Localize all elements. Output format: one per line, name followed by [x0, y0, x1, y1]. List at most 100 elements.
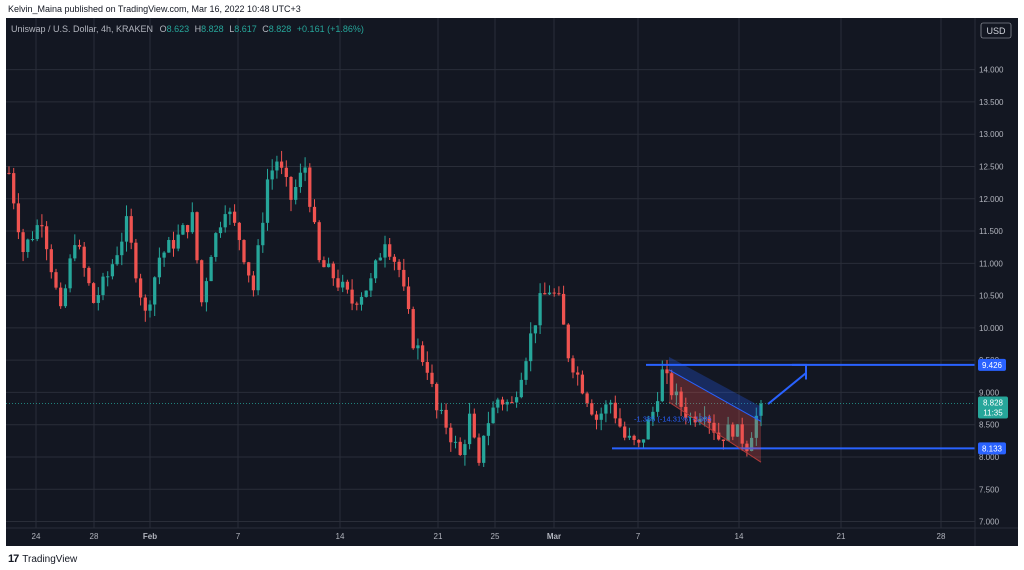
- candle-body: [157, 257, 162, 278]
- candle-body: [204, 281, 209, 303]
- candle-body: [270, 170, 274, 180]
- candle-body: [514, 397, 519, 403]
- drawings[interactable]: -1.385 (-14.31%) -1385: [612, 356, 975, 463]
- candle-body: [242, 240, 246, 263]
- candle-body: [491, 407, 495, 424]
- candle-body: [449, 427, 453, 443]
- candle-body: [373, 260, 378, 279]
- chart-panel[interactable]: -1.385 (-14.31%) -1385 14.000 13.500 13.00…: [6, 18, 1018, 546]
- candle-body: [279, 161, 284, 168]
- candlestick-chart[interactable]: -1.385 (-14.31%) -1385 14.000 13.500 13.00…: [6, 18, 1018, 546]
- candle-body: [326, 263, 331, 268]
- candle-body: [524, 361, 528, 380]
- candle-body: [129, 216, 133, 243]
- candle-body: [430, 372, 434, 384]
- candle-body: [228, 211, 232, 215]
- resistance-price-tag: 9.426: [982, 361, 1003, 370]
- candle-body: [251, 275, 256, 291]
- candle-body: [214, 233, 218, 257]
- candle-body: [420, 345, 425, 363]
- projection-arrow[interactable]: [767, 372, 807, 405]
- currency-badge[interactable]: [980, 22, 1012, 39]
- candle-body: [486, 423, 491, 436]
- candle-body: [124, 216, 129, 242]
- candle-body: [96, 295, 100, 303]
- candle-body: [627, 435, 632, 438]
- candle-body: [7, 172, 11, 174]
- candle-body: [134, 242, 138, 279]
- channel-upper-line[interactable]: [668, 369, 762, 422]
- candles: [7, 150, 763, 467]
- legend-high: 8.828: [201, 24, 224, 34]
- candle-body: [308, 167, 312, 207]
- price-tick-label: 14.000: [979, 66, 1004, 75]
- legend-open-label: O: [160, 24, 167, 34]
- price-tick-label: 9.000: [979, 388, 1000, 397]
- legend-close-label: C: [262, 24, 269, 34]
- time-tick-label: 21: [837, 532, 846, 541]
- candle-body: [101, 276, 105, 296]
- candle-body: [369, 278, 373, 291]
- candle-body: [406, 286, 411, 310]
- time-tick-label: 7: [236, 532, 241, 541]
- candle-body: [561, 293, 566, 325]
- candle-body: [209, 256, 213, 282]
- candle-body: [547, 292, 552, 295]
- candle-body: [68, 258, 72, 289]
- candle-body: [519, 379, 523, 398]
- candle-countdown: 11:35: [983, 409, 1003, 418]
- candle-body: [557, 293, 561, 295]
- candle-body: [341, 281, 345, 288]
- publish-bar: Kelvin_Maina published on TradingView.co…: [0, 0, 1024, 18]
- candle-body: [289, 176, 293, 200]
- candle-body: [467, 413, 472, 445]
- candle-body: [759, 403, 763, 416]
- time-tick-label: 28: [90, 532, 99, 541]
- candle-body: [740, 424, 744, 444]
- candle-body: [30, 239, 35, 241]
- legend-line: Uniswap / U.S. Dollar, 4h, KRAKEN O8.623…: [11, 24, 364, 34]
- candle-body: [143, 297, 147, 311]
- candle-body: [665, 369, 669, 374]
- legend-high-label: H: [195, 24, 202, 34]
- time-axis-labels[interactable]: 24 28 Feb 7 14 21 25 Mar 7 14 21 28: [32, 532, 946, 541]
- candle-body: [679, 391, 683, 407]
- candle-body: [594, 414, 599, 420]
- candle-body: [618, 418, 622, 427]
- candle-body: [613, 402, 617, 419]
- candle-body: [218, 227, 223, 234]
- candle-body: [726, 424, 730, 442]
- candle-body: [749, 437, 754, 451]
- candle-body: [167, 240, 171, 253]
- tradingview-brand[interactable]: TradingView: [22, 554, 78, 565]
- candle-body: [312, 206, 317, 223]
- time-tick-label: Feb: [143, 532, 157, 541]
- candle-body: [402, 269, 406, 287]
- candle-body: [688, 416, 693, 418]
- candle-body: [378, 257, 382, 261]
- candle-body: [82, 246, 86, 268]
- grid-lines: [6, 18, 975, 528]
- candle-body: [350, 289, 354, 304]
- candle-body: [223, 214, 227, 228]
- candle-body: [26, 239, 30, 253]
- candle-body: [12, 173, 16, 204]
- candle-body: [641, 439, 646, 443]
- channel-lower-line[interactable]: [668, 401, 762, 463]
- legend-symbol: Uniswap / U.S. Dollar, 4h, KRAKEN: [11, 24, 153, 34]
- candle-body: [16, 203, 21, 233]
- candle-body: [585, 393, 589, 404]
- price-axis-labels: 14.000 13.500 13.000 12.500 12.000 11.500 11.0…: [979, 66, 1004, 527]
- candle-body: [87, 267, 91, 284]
- candle-body: [322, 260, 326, 268]
- candle-body: [148, 304, 152, 311]
- candle-body: [496, 399, 500, 408]
- candle-body: [265, 179, 270, 223]
- tradingview-logo-icon[interactable]: 17: [8, 553, 19, 565]
- candle-body: [77, 245, 82, 247]
- time-tick-label: 24: [32, 532, 41, 541]
- candle-body: [425, 362, 429, 373]
- candle-body: [195, 212, 199, 261]
- candle-body: [110, 264, 115, 277]
- candle-body: [529, 333, 533, 362]
